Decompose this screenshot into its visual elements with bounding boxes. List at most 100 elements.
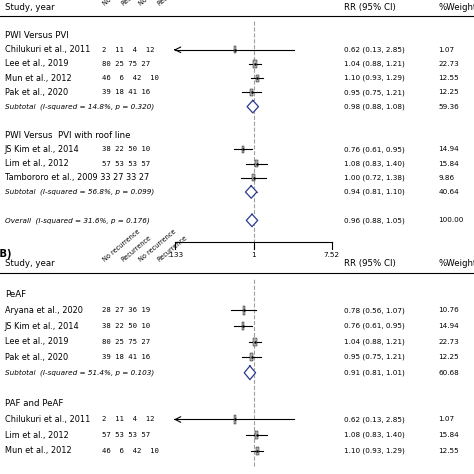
Bar <box>256 447 258 455</box>
Text: 57 53 53 57: 57 53 53 57 <box>102 432 150 438</box>
Text: 2  11  4  12: 2 11 4 12 <box>102 417 155 422</box>
Text: 0.78 (0.56, 1.07): 0.78 (0.56, 1.07) <box>344 307 404 314</box>
Text: 7.52: 7.52 <box>324 252 340 258</box>
Text: 39 18 41 16: 39 18 41 16 <box>102 354 150 360</box>
Text: Subtotal  (I-squared = 56.8%, p = 0.099): Subtotal (I-squared = 56.8%, p = 0.099) <box>5 189 154 195</box>
Text: 22.73: 22.73 <box>438 61 459 67</box>
Text: 1.00 (0.72, 1.38): 1.00 (0.72, 1.38) <box>344 174 404 181</box>
Text: 9.86: 9.86 <box>438 175 455 181</box>
Text: Recurrence: Recurrence <box>120 235 152 263</box>
Text: No recurrence: No recurrence <box>138 228 177 263</box>
Polygon shape <box>244 366 255 380</box>
Text: RR (95% CI): RR (95% CI) <box>344 3 395 11</box>
Text: %Weight: %Weight <box>438 259 474 268</box>
Text: PeAF: PeAF <box>5 291 26 300</box>
Text: 1.07: 1.07 <box>438 47 455 53</box>
Text: 14.94: 14.94 <box>438 146 459 152</box>
Text: Aryana et al., 2020: Aryana et al., 2020 <box>5 306 82 315</box>
Bar <box>254 60 257 68</box>
Text: (B): (B) <box>0 249 12 259</box>
Text: 0.91 (0.81, 1.01): 0.91 (0.81, 1.01) <box>344 370 404 376</box>
Text: 10.76: 10.76 <box>438 308 459 313</box>
Text: Mun et al., 2012: Mun et al., 2012 <box>5 74 72 82</box>
Text: Recurrence: Recurrence <box>156 235 188 263</box>
Text: 39 18 41 16: 39 18 41 16 <box>102 90 150 95</box>
Bar <box>254 337 257 346</box>
Text: Study, year: Study, year <box>5 259 55 268</box>
Bar <box>250 89 253 96</box>
Text: RR (95% CI): RR (95% CI) <box>344 259 395 268</box>
Polygon shape <box>246 186 257 198</box>
Text: 12.55: 12.55 <box>438 75 459 81</box>
Bar <box>242 146 244 153</box>
Bar <box>234 46 236 54</box>
Bar <box>255 431 258 439</box>
Text: PAF and PeAF: PAF and PeAF <box>5 400 63 409</box>
Text: 1.04 (0.88, 1.21): 1.04 (0.88, 1.21) <box>344 338 404 345</box>
Text: Recurrence: Recurrence <box>120 0 152 7</box>
Text: Recurrence: Recurrence <box>156 0 188 7</box>
Text: 12.55: 12.55 <box>438 447 459 454</box>
Text: Lee et al., 2019: Lee et al., 2019 <box>5 337 68 346</box>
Text: Overall  (I-squared = 31.6%, p = 0.176): Overall (I-squared = 31.6%, p = 0.176) <box>5 217 149 224</box>
Text: 1.04 (0.88, 1.21): 1.04 (0.88, 1.21) <box>344 61 404 67</box>
Text: 80 25 75 27: 80 25 75 27 <box>102 338 150 345</box>
Text: 0.96 (0.88, 1.05): 0.96 (0.88, 1.05) <box>344 217 404 224</box>
Text: Pak et al., 2020: Pak et al., 2020 <box>5 88 68 97</box>
Text: 12.25: 12.25 <box>438 354 459 360</box>
Text: Subtotal  (I-squared = 14.8%, p = 0.320): Subtotal (I-squared = 14.8%, p = 0.320) <box>5 103 154 110</box>
Bar <box>255 160 258 167</box>
Text: No recurrence: No recurrence <box>102 0 141 7</box>
Bar <box>256 74 258 82</box>
Text: 12.25: 12.25 <box>438 90 459 95</box>
Text: PWI Versus  PVI with roof line: PWI Versus PVI with roof line <box>5 131 130 139</box>
Text: JS Kim et al., 2014: JS Kim et al., 2014 <box>5 321 80 330</box>
Text: No recurrence: No recurrence <box>102 228 141 263</box>
Text: 28 27 36 19: 28 27 36 19 <box>102 308 150 313</box>
Text: Chilukuri et al., 2011: Chilukuri et al., 2011 <box>5 46 90 54</box>
Text: Lee et al., 2019: Lee et al., 2019 <box>5 60 68 68</box>
Text: 0.76 (0.61, 0.95): 0.76 (0.61, 0.95) <box>344 146 404 153</box>
Text: Lim et al., 2012: Lim et al., 2012 <box>5 430 68 439</box>
Text: 1: 1 <box>251 252 256 258</box>
Bar <box>242 322 244 330</box>
Text: 0.98 (0.88, 1.08): 0.98 (0.88, 1.08) <box>344 103 404 110</box>
Text: Mun et al., 2012: Mun et al., 2012 <box>5 446 72 455</box>
Text: 100.00: 100.00 <box>438 218 464 223</box>
Text: 15.84: 15.84 <box>438 432 459 438</box>
Text: 0.62 (0.13, 2.85): 0.62 (0.13, 2.85) <box>344 46 404 53</box>
Text: 0.62 (0.13, 2.85): 0.62 (0.13, 2.85) <box>344 416 404 423</box>
Text: 15.84: 15.84 <box>438 161 459 166</box>
Text: Tambororo et al., 2009 33 27 33 27: Tambororo et al., 2009 33 27 33 27 <box>5 173 149 182</box>
Text: 46  6  42  10: 46 6 42 10 <box>102 447 159 454</box>
Text: JS Kim et al., 2014: JS Kim et al., 2014 <box>5 145 80 154</box>
Text: 1.07: 1.07 <box>438 417 455 422</box>
Text: 57 53 53 57: 57 53 53 57 <box>102 161 150 166</box>
Text: 22.73: 22.73 <box>438 338 459 345</box>
Text: No recurrence: No recurrence <box>138 0 177 7</box>
Text: %Weight: %Weight <box>438 3 474 11</box>
Text: 0.95 (0.75, 1.21): 0.95 (0.75, 1.21) <box>344 354 404 360</box>
Text: 40.64: 40.64 <box>438 189 459 195</box>
Text: 59.36: 59.36 <box>438 104 459 109</box>
Text: Subtotal  (I-squared = 51.4%, p = 0.103): Subtotal (I-squared = 51.4%, p = 0.103) <box>5 369 154 376</box>
Text: Chilukuri et al., 2011: Chilukuri et al., 2011 <box>5 415 90 424</box>
Bar <box>253 174 255 182</box>
Text: 38 22 50 10: 38 22 50 10 <box>102 323 150 329</box>
Polygon shape <box>246 214 258 227</box>
Text: Lim et al., 2012: Lim et al., 2012 <box>5 159 68 168</box>
Text: 1.08 (0.83, 1.40): 1.08 (0.83, 1.40) <box>344 432 404 438</box>
Text: .133: .133 <box>167 252 183 258</box>
Text: 2  11  4  12: 2 11 4 12 <box>102 47 155 53</box>
Text: Study, year: Study, year <box>5 3 55 11</box>
Text: 0.94 (0.81, 1.10): 0.94 (0.81, 1.10) <box>344 189 404 195</box>
Polygon shape <box>247 100 258 113</box>
Text: 1.10 (0.93, 1.29): 1.10 (0.93, 1.29) <box>344 75 404 82</box>
Text: 0.95 (0.75, 1.21): 0.95 (0.75, 1.21) <box>344 89 404 96</box>
Text: 46  6  42  10: 46 6 42 10 <box>102 75 159 81</box>
Bar <box>243 306 245 315</box>
Text: 60.68: 60.68 <box>438 370 459 376</box>
Bar <box>234 415 236 424</box>
Text: 80 25 75 27: 80 25 75 27 <box>102 61 150 67</box>
Text: 14.94: 14.94 <box>438 323 459 329</box>
